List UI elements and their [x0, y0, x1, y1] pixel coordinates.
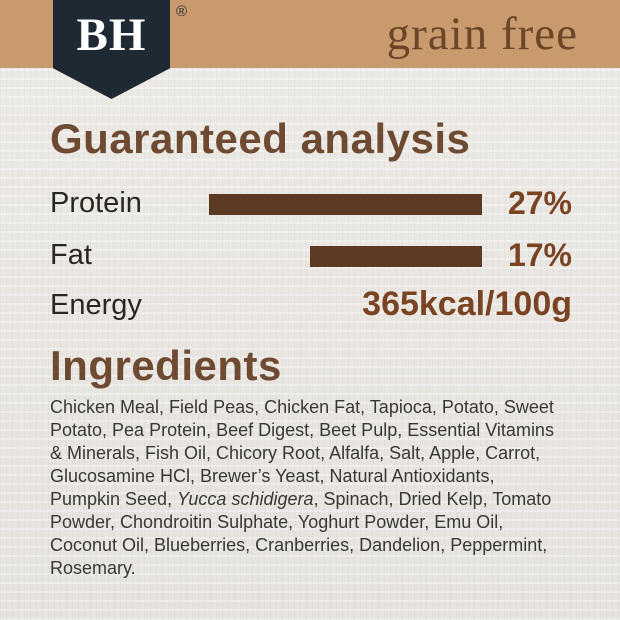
ingredients-title: Ingredients: [50, 342, 282, 389]
ingredients-text-italic: Yucca schidigera: [177, 489, 314, 509]
brand-shield-logo: BH: [53, 0, 170, 99]
fat-label: Fat: [50, 239, 92, 271]
brand-logo-text: BH: [76, 9, 147, 61]
protein-label: Protein: [50, 187, 142, 219]
ingredients-paragraph: Chicken Meal, Field Peas, Chicken Fat, T…: [50, 396, 566, 580]
protein-value: 27%: [507, 185, 572, 221]
ingredients-text-part1: Chicken Meal, Field Peas, Chicken Fat, T…: [50, 397, 554, 509]
fat-bar: [310, 246, 482, 267]
energy-value: 365kcal/100g: [362, 285, 572, 323]
energy-label: Energy: [50, 289, 142, 321]
guaranteed-analysis-title: Guaranteed analysis: [50, 115, 471, 162]
registered-trademark-icon: ®: [176, 3, 188, 20]
protein-bar: [209, 194, 482, 215]
fat-value: 17%: [507, 237, 572, 273]
grain-free-label: grain free: [386, 8, 578, 60]
ingredients-text-part2: , Spinach, Dried Kelp, Tomato Powder, Ch…: [50, 489, 552, 578]
